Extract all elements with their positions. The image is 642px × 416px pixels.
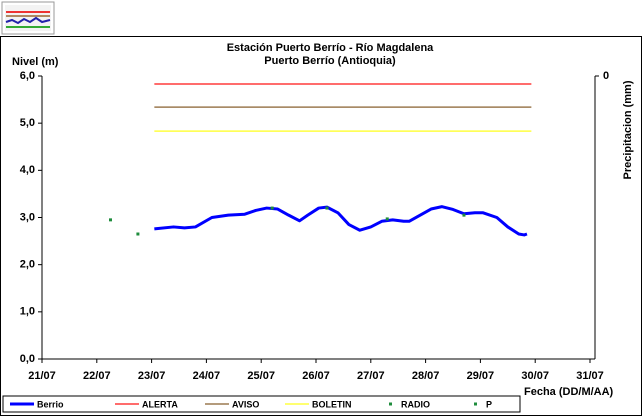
y-tick-label: 5,0 <box>20 117 35 129</box>
series-point <box>109 218 112 222</box>
x-tick-label: 22/07 <box>83 370 111 382</box>
series-point <box>136 232 140 236</box>
legend-label: ALERTA <box>142 399 178 409</box>
legend-label: Berrio <box>37 399 64 409</box>
legend-swatch <box>389 402 392 406</box>
series-point <box>270 206 274 210</box>
x-tick-label: 30/07 <box>521 370 549 382</box>
x-tick-label: 25/07 <box>247 370 275 382</box>
legend-swatch <box>474 402 477 406</box>
x-tick-label: 26/07 <box>302 370 330 382</box>
series-point <box>385 217 389 221</box>
x-axis-label: Fecha (DD/M/AA) <box>524 386 614 398</box>
chart-frame <box>0 36 642 416</box>
series-point <box>462 213 466 217</box>
x-tick-label: 27/07 <box>357 370 385 382</box>
y2-axis-label: Precipitacion (mm) <box>622 80 634 179</box>
legend-box <box>2 395 521 413</box>
x-tick-label: 21/07 <box>28 370 56 382</box>
x-tick-label: 28/07 <box>412 370 440 382</box>
legend-label: BOLETIN <box>312 399 352 409</box>
series-point <box>325 206 329 210</box>
x-tick-label: 31/07 <box>576 370 604 382</box>
y-tick-label: 2,0 <box>20 259 35 271</box>
y-tick-label: 3,0 <box>20 211 35 223</box>
y-tick-label: 0,0 <box>20 353 35 365</box>
legend-label: P <box>486 399 492 409</box>
legend-label: RADIO <box>401 399 430 409</box>
chart-subtitle: Puerto Berrío (Antioquia) <box>264 55 396 67</box>
logo-icon <box>1 1 55 35</box>
y-tick-label: 4,0 <box>20 164 35 176</box>
x-tick-label: 29/07 <box>467 370 495 382</box>
x-tick-label: 24/07 <box>193 370 221 382</box>
y2-tick-label: 0 <box>603 70 609 82</box>
y-axis-label: Nivel (m) <box>12 56 59 68</box>
chart-title: Estación Puerto Berrío - Río Magdalena <box>227 42 434 54</box>
y-tick-label: 1,0 <box>20 306 35 318</box>
legend-label: AVISO <box>232 399 259 409</box>
y-tick-label: 6,0 <box>20 70 35 82</box>
series-line <box>154 205 528 237</box>
x-tick-label: 23/07 <box>138 370 166 382</box>
